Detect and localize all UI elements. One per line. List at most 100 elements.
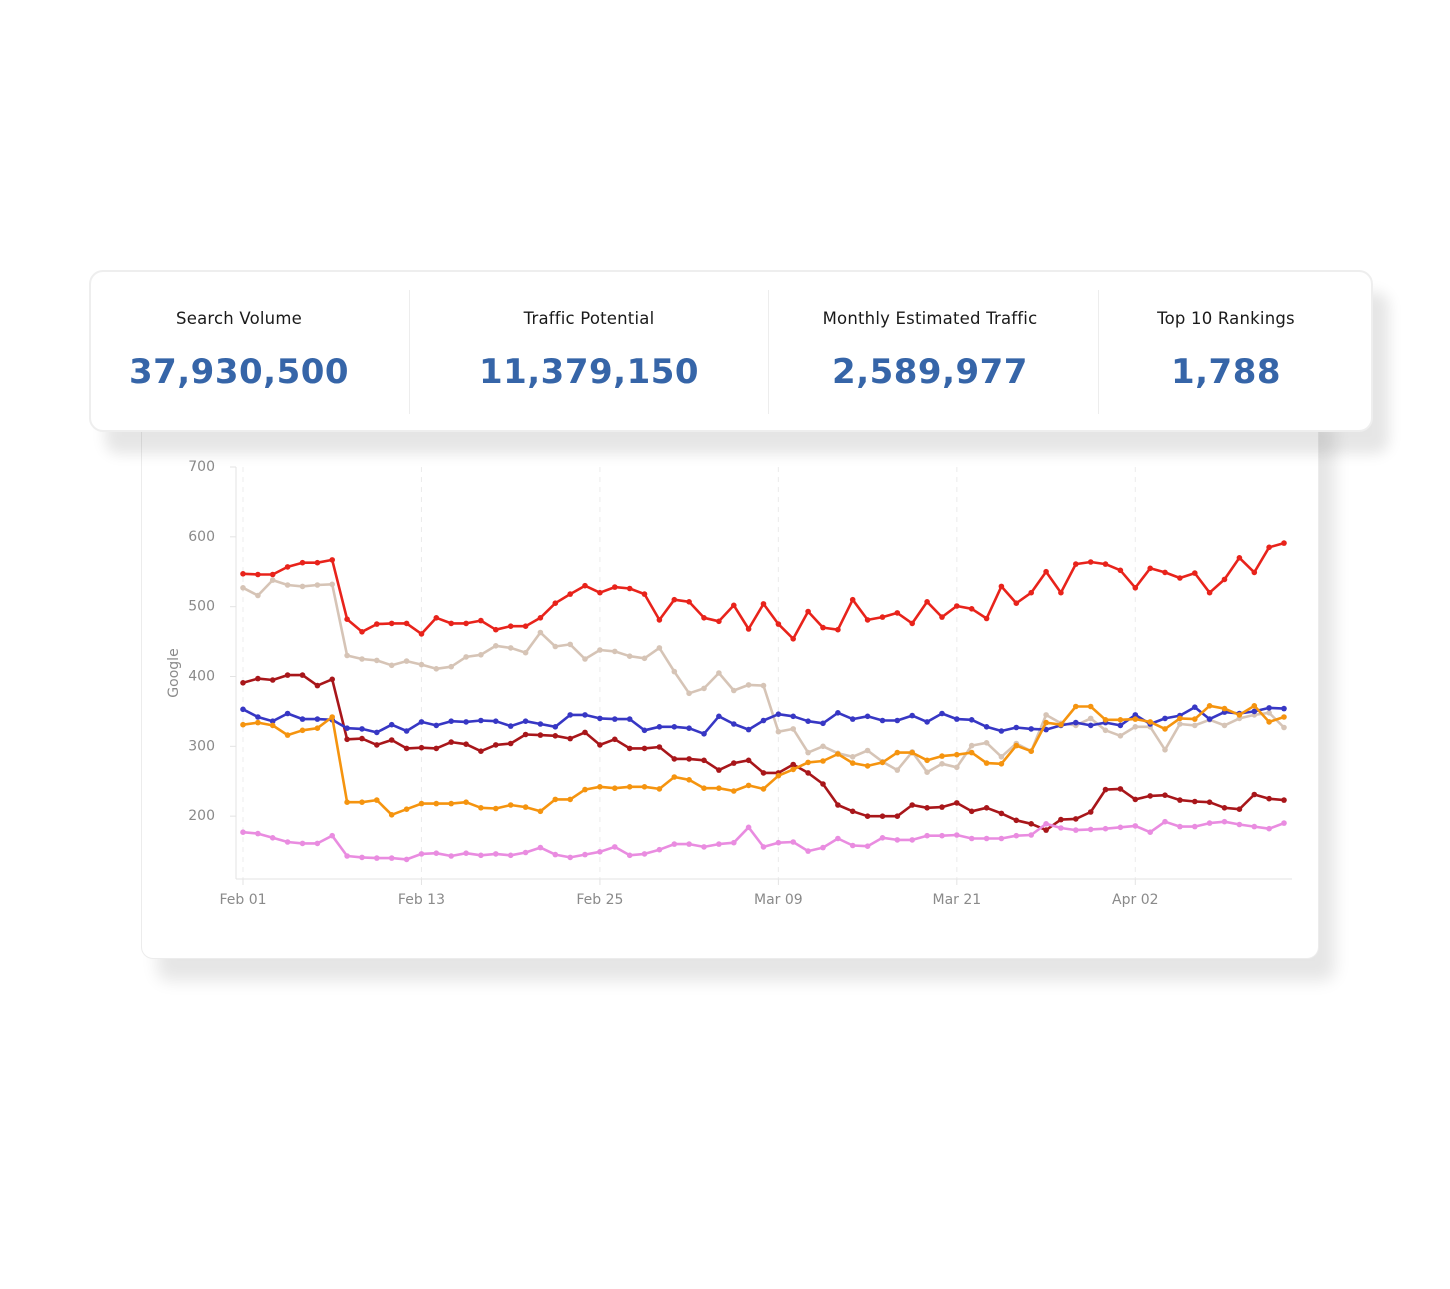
data-point (507, 645, 514, 651)
data-point (1236, 555, 1243, 561)
data-point (1102, 786, 1109, 793)
data-point (1028, 832, 1034, 838)
data-point (433, 722, 440, 729)
data-point (1206, 703, 1213, 709)
data-point (626, 852, 633, 859)
data-point (968, 742, 975, 749)
data-point (1251, 708, 1258, 715)
data-point (641, 784, 648, 790)
data-point (1102, 727, 1109, 734)
data-point (240, 706, 246, 713)
stat-label: Traffic Potential (523, 309, 655, 328)
series-line (241, 820, 1286, 861)
data-point (1043, 719, 1049, 726)
data-point (671, 596, 678, 603)
data-point (1013, 832, 1020, 839)
data-point (686, 756, 692, 762)
data-point (240, 571, 246, 577)
data-point (626, 716, 633, 722)
data-point (1043, 821, 1049, 827)
data-point (790, 761, 796, 768)
data-point (939, 753, 945, 759)
data-point (879, 717, 886, 724)
data-point (1206, 716, 1213, 722)
data-point (314, 559, 321, 566)
data-point (820, 781, 826, 787)
data-point (864, 713, 871, 720)
chart-series (240, 540, 1287, 863)
data-point (329, 714, 335, 720)
data-point (1043, 827, 1049, 833)
data-point (522, 804, 529, 810)
data-point (448, 800, 455, 807)
data-point (597, 715, 603, 722)
data-point (1147, 829, 1153, 835)
data-point (329, 676, 335, 683)
data-point (909, 802, 915, 808)
data-point (1102, 717, 1109, 723)
data-point (894, 837, 901, 843)
data-point (894, 749, 901, 756)
data-point (403, 728, 410, 734)
data-point (537, 844, 544, 851)
x-tick-label: Mar 21 (932, 892, 981, 908)
data-point (820, 720, 826, 727)
data-point (269, 577, 276, 583)
data-point (879, 759, 886, 766)
data-point (983, 724, 990, 730)
data-point (835, 710, 841, 716)
data-point (1058, 589, 1064, 596)
data-point (909, 749, 915, 756)
data-point (701, 731, 707, 737)
data-point (1206, 589, 1213, 596)
data-point (433, 745, 440, 752)
data-point (552, 796, 559, 803)
data-point (1028, 589, 1034, 596)
data-point (255, 830, 261, 837)
stat-monthly-estimated-traffic: Monthly Estimated Traffic 2,589,977 (769, 272, 1091, 430)
data-point (849, 842, 856, 849)
data-point (552, 724, 559, 730)
y-tick-label: 700 (188, 459, 215, 475)
data-point (790, 839, 796, 845)
data-point (968, 808, 975, 815)
data-point (522, 649, 529, 656)
data-point (998, 754, 1005, 760)
data-point (1221, 722, 1228, 729)
data-point (835, 802, 841, 808)
chart-axes: Google 200 300 400 500 600 700 Feb 01 Feb 13 Feb… (166, 459, 1292, 908)
data-point (478, 617, 484, 624)
data-point (924, 832, 930, 839)
chart-grid (242, 467, 1136, 879)
data-point (1236, 821, 1243, 828)
data-point (731, 760, 737, 766)
data-point (1087, 559, 1094, 565)
data-point (671, 774, 678, 780)
data-point (537, 615, 544, 621)
data-point (835, 751, 841, 757)
data-point (1162, 792, 1168, 798)
data-point (924, 599, 930, 605)
data-point (537, 721, 544, 727)
data-point (701, 785, 707, 791)
data-point (1206, 799, 1213, 805)
data-point (894, 610, 901, 616)
data-point (939, 804, 945, 810)
data-point (1192, 722, 1198, 729)
stat-top-10-rankings: Top 10 Rankings 1,788 (1099, 272, 1353, 430)
data-point (567, 591, 573, 597)
data-point (939, 614, 945, 620)
data-point (507, 740, 514, 747)
data-point (299, 583, 306, 590)
y-tick-label: 600 (188, 529, 215, 545)
data-point (1177, 823, 1183, 830)
data-point (314, 716, 321, 722)
data-point (641, 745, 648, 752)
data-point (894, 813, 901, 819)
data-point (745, 726, 752, 733)
stat-divider (1098, 290, 1099, 414)
data-point (1013, 817, 1020, 824)
stats-card: Search Volume 37,930,500 Traffic Potenti… (89, 270, 1373, 432)
data-point (686, 725, 692, 731)
data-point (805, 770, 811, 776)
